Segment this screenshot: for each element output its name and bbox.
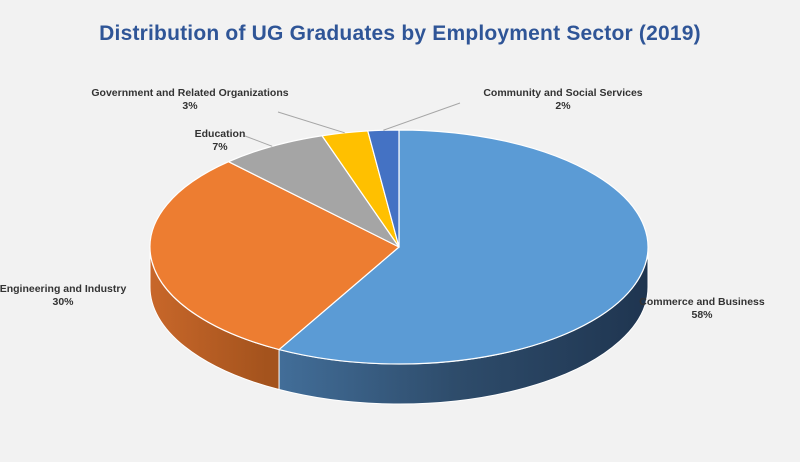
slice-value-commerce-and-business: 58% bbox=[691, 309, 713, 321]
slice-label-education: Education bbox=[195, 128, 246, 140]
pie-slice-education bbox=[227, 135, 400, 248]
pie-slice-engineering-and-industry bbox=[149, 161, 400, 351]
slice-label-engineering-and-industry: Engineering and Industry bbox=[0, 283, 126, 295]
slice-value-government-and-related-organizations: 3% bbox=[182, 100, 198, 112]
leader-line-education bbox=[244, 135, 273, 147]
pie-slice-commerce-and-business bbox=[278, 129, 649, 365]
slice-label-government-and-related-organizations: Government and Related Organizations bbox=[91, 87, 288, 99]
slice-label-community-and-social-services: Community and Social Services bbox=[483, 87, 642, 99]
slice-value-community-and-social-services: 2% bbox=[555, 100, 571, 112]
leader-line-government-and-related-organizations bbox=[277, 111, 345, 134]
slice-value-education: 7% bbox=[212, 141, 228, 153]
leader-line-community-and-social-services bbox=[383, 102, 461, 131]
chart-title: Distribution of UG Graduates by Employme… bbox=[99, 22, 701, 45]
slice-value-engineering-and-industry: 30% bbox=[52, 296, 74, 308]
slice-label-commerce-and-business: Commerce and Business bbox=[639, 296, 765, 308]
pie-slice-community-and-social-services bbox=[367, 129, 400, 248]
